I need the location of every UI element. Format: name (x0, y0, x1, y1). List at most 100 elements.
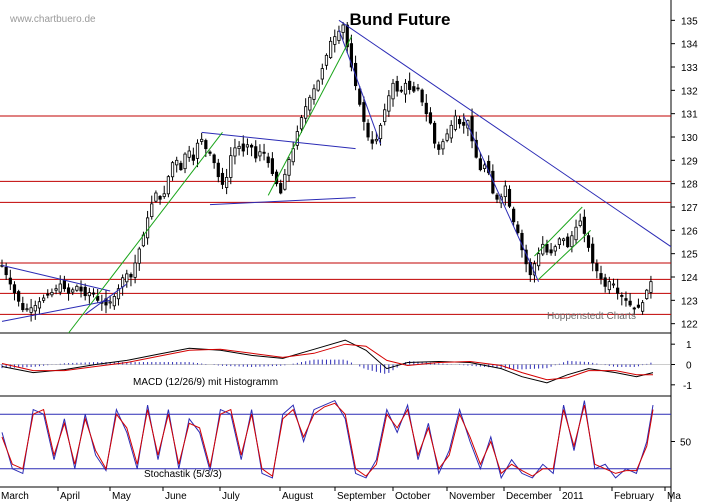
macd-y-tick-label: 1 (686, 340, 692, 351)
stochastic-reference-lines (0, 413, 671, 470)
candle-body (87, 292, 91, 297)
candle-body (154, 192, 158, 202)
candle-body (266, 156, 270, 164)
candle-body (358, 88, 362, 105)
candle-body (54, 288, 58, 291)
x-tick-label: November (449, 491, 496, 502)
price-y-tick-label: 129 (681, 156, 698, 167)
candle-body (308, 96, 312, 111)
candle-body (624, 298, 628, 301)
chart-title: Bund Future (349, 10, 450, 29)
candle-body (112, 296, 116, 307)
candle-body (220, 172, 225, 185)
candle-body (387, 95, 391, 112)
candle-body (645, 289, 649, 299)
candle-body (245, 144, 250, 148)
candle-body (591, 243, 595, 264)
candle-body (25, 308, 29, 311)
candle-body (370, 139, 374, 144)
candle-body (607, 281, 611, 291)
trendline (209, 197, 356, 206)
candle-body (403, 82, 408, 95)
trendline (463, 115, 540, 282)
candle-body (21, 303, 25, 311)
candle-body (445, 133, 449, 141)
watermark: www.chartbuero.de (9, 14, 96, 25)
candle-body (478, 158, 482, 171)
stochastic-y-axis: 50 (671, 438, 692, 449)
stochastic-y-tick-label: 50 (680, 438, 692, 449)
candle-body (116, 288, 121, 300)
candle-body (4, 267, 8, 276)
candle-body (641, 302, 645, 312)
candle-body (237, 145, 241, 149)
candle-body (636, 304, 641, 308)
candle-body (557, 238, 562, 245)
candle-body (58, 283, 62, 293)
candle-body (628, 300, 632, 306)
x-tick-label: September (337, 491, 387, 502)
candle-body (137, 248, 141, 264)
x-tick-label: October (395, 491, 431, 502)
candle-body (270, 158, 274, 174)
candle-body (416, 87, 420, 90)
candle-body (574, 226, 578, 241)
candle-body (262, 151, 266, 154)
candle-body (537, 253, 541, 267)
trendline (538, 229, 591, 280)
candle-body (96, 295, 100, 301)
candle-body (287, 159, 291, 176)
macd-y-tick-label: 0 (686, 361, 692, 372)
candle-body (158, 196, 162, 200)
candle-body (383, 109, 387, 122)
trendline (1, 299, 111, 322)
candle-body (441, 141, 445, 150)
candle-body (108, 301, 112, 304)
candle-body (283, 173, 287, 190)
candle-body (200, 138, 204, 142)
candle-body (195, 142, 200, 159)
price-y-tick-label: 134 (681, 40, 698, 51)
macd-signal-line (1, 343, 653, 381)
candle-body (449, 124, 453, 139)
candle-body (71, 289, 75, 293)
price-y-tick-label: 126 (681, 226, 698, 237)
candle-body (75, 285, 79, 291)
price-y-tick-label: 135 (681, 16, 698, 27)
candle-body (378, 124, 383, 140)
x-tick-label: December (506, 491, 553, 502)
candle-body (582, 216, 586, 234)
candle-body (46, 293, 50, 296)
candle-body (329, 40, 333, 58)
candle-body (399, 89, 403, 92)
candle-body (333, 36, 337, 45)
trendline (68, 132, 223, 334)
price-y-tick-label: 128 (681, 180, 698, 191)
candle-body (395, 80, 399, 92)
trendline (534, 206, 583, 257)
price-y-tick-label: 132 (681, 86, 698, 97)
candle-body (125, 273, 129, 283)
candle-body (37, 301, 42, 309)
candle-body (145, 217, 150, 239)
x-tick-label: March (1, 491, 29, 502)
trendline (1, 264, 111, 292)
price-y-tick-label: 133 (681, 63, 698, 74)
candle-body (133, 262, 137, 278)
trendline (338, 19, 672, 248)
price-candles (0, 21, 653, 322)
x-axis: March April May June July August September Octo… (1, 491, 681, 502)
candle-body (512, 208, 516, 223)
candle-body (150, 203, 154, 217)
candle-body (337, 30, 341, 41)
candle-body (462, 121, 466, 126)
price-y-tick-label: 131 (681, 110, 698, 121)
candle-body (212, 154, 216, 164)
candle-body (312, 88, 316, 100)
candle-body (453, 115, 458, 130)
candle-body (507, 188, 512, 207)
candle-body (566, 236, 570, 248)
macd-y-axis: 1 0 -1 (671, 340, 692, 392)
